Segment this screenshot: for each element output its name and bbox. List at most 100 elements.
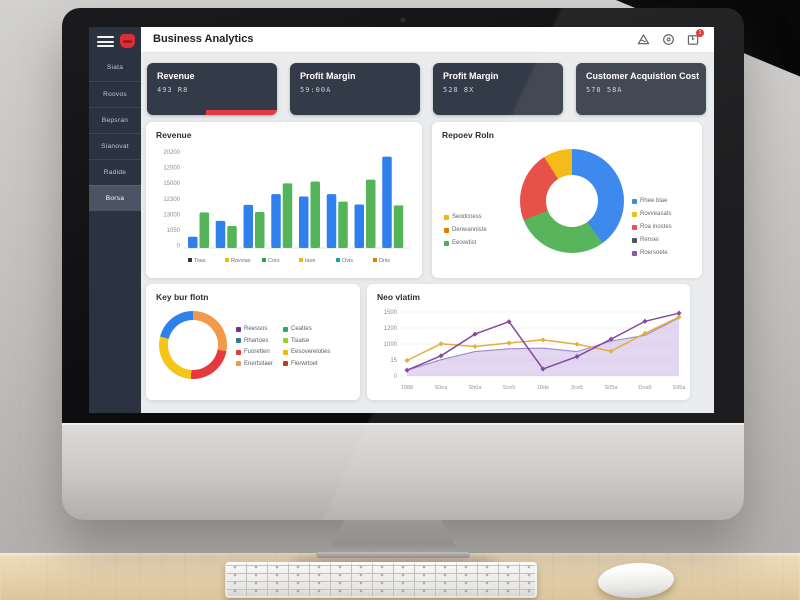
legend-label: Roersoete <box>640 250 668 256</box>
donut-hole <box>546 175 598 227</box>
legend-label: Rhee blae <box>640 198 668 204</box>
legend-label: Fierwrtoet <box>291 360 318 367</box>
svg-text:0: 0 <box>177 244 181 250</box>
donut-legend-right-item-1: Rovveasats <box>632 211 672 217</box>
kpi-accent-bar <box>205 110 277 115</box>
kpi-label: Revenue <box>157 71 195 81</box>
monitor-stand-foot <box>316 552 470 558</box>
legend-label: Seodcness <box>452 214 482 220</box>
notification-icon[interactable]: 1 <box>687 29 704 46</box>
monitor: Siata Roovos Bepsran Sianovat Radide Borsa Bu… <box>62 8 744 520</box>
svg-text:12300: 12300 <box>163 197 180 203</box>
donut-legend-right-item-3: Rensei <box>632 237 672 243</box>
chart-title: Key bur flotn <box>156 292 209 302</box>
sidebar-item-3[interactable]: Sianovat <box>89 133 141 159</box>
revenue-bar-chart-card: Revenue 20200 12000 15000 12300 13000 1050 0 To… <box>146 122 422 278</box>
ring-legend-col0-item-1: Rhartoes <box>236 338 273 344</box>
alert-triangle-icon[interactable] <box>637 33 650 46</box>
legend-marker <box>444 240 449 246</box>
svg-text:0: 0 <box>394 374 398 380</box>
legend-label: Rovveasats <box>640 211 672 217</box>
ring-legend-col0-item-2: Fuoretten <box>236 349 273 355</box>
kpi-card-3: Customer Acquistion Cost 578 58A <box>576 63 706 115</box>
ring-hole <box>168 320 218 370</box>
ring-legend-col0-item-0: Reessos <box>236 326 273 332</box>
report-donut-chart-card: Repoev Roln Seodcness Denwanniste Eeowdist… <box>432 122 702 278</box>
legend-marker <box>632 198 637 204</box>
kpi-value: 59:00A <box>300 86 332 94</box>
svg-text:S05a: S05a <box>605 385 619 391</box>
legend-marker <box>236 326 241 332</box>
ring-legend-col1-item-0: Ceattes <box>283 326 330 332</box>
page-title: Business Analytics <box>153 33 254 45</box>
svg-text:1200: 1200 <box>384 326 398 332</box>
sidebar-menu: Siata Roovos Bepsran Sianovat Radide Borsa <box>89 55 141 211</box>
svg-text:Dnis: Dnis <box>379 258 390 264</box>
svg-text:Ovis: Ovis <box>342 258 353 264</box>
legend-marker <box>236 349 241 355</box>
webcam-dot <box>401 18 405 22</box>
svg-text:20200: 20200 <box>163 150 180 156</box>
ring-chart <box>159 311 227 379</box>
kpi-label: Customer Acquistion Cost <box>586 71 700 81</box>
svg-text:1050: 1050 <box>167 228 181 234</box>
sidebar-item-4[interactable]: Radide <box>89 159 141 185</box>
sidebar-item-1[interactable]: Roovos <box>89 81 141 107</box>
sidebar-item-0[interactable]: Siata <box>106 64 124 71</box>
legend-label: Enertsitaer <box>244 360 274 367</box>
legend-marker <box>236 338 241 343</box>
svg-text:1000: 1000 <box>384 342 398 348</box>
svg-text:Dna5: Dna5 <box>638 385 651 391</box>
svg-text:1500: 1500 <box>384 310 398 316</box>
svg-text:Iave: Iave <box>305 258 315 264</box>
chart-title: Repoev Roln <box>442 130 494 140</box>
donut-legend-right-item-4: Roersoete <box>632 250 672 256</box>
ring-legend-col-0: Reessos Rhartoes Fuoretten Enertsitaer <box>236 326 273 372</box>
legend-label: Eesovereloties <box>291 349 331 355</box>
ring-legend: Reessos Rhartoes Fuoretten Enertsitaer Ceatt… <box>236 326 330 372</box>
legend-label: Rensei <box>640 237 659 243</box>
legend-marker <box>283 361 289 366</box>
donut-legend-left-item-1: Denwanniste <box>444 227 487 233</box>
menu-icon[interactable] <box>97 36 114 47</box>
legend-label: Eeowdist <box>452 240 477 246</box>
svg-text:Cors: Cors <box>268 258 280 264</box>
sidebar-item-5[interactable]: Borsa <box>89 185 141 211</box>
svg-text:Sh0a: Sh0a <box>469 385 483 391</box>
svg-text:Rovvias: Rovvias <box>231 258 251 264</box>
ring-legend-col1-item-3: Fierwrtoet <box>283 361 330 367</box>
kpi-card-2: Profit Margin 528 8X <box>433 63 563 115</box>
legend-marker <box>283 326 289 332</box>
legend-label: Fuoretten <box>244 349 270 355</box>
kpi-value: 578 58A <box>586 86 623 94</box>
svg-text:18de: 18de <box>537 385 549 391</box>
chart-title: Neo vlatim <box>377 292 420 302</box>
sidebar: Siata Roovos Bepsran Sianovat Radide Borsa <box>89 27 141 413</box>
dashboard-main: Revenue 493 R8 Profit Margin 59:00A Profit M… <box>141 53 714 413</box>
target-icon[interactable] <box>662 33 675 46</box>
svg-text:1988: 1988 <box>401 385 413 391</box>
dashboard-screen: Siata Roovos Bepsran Sianovat Radide Borsa Bu… <box>89 27 714 413</box>
svg-text:12000: 12000 <box>163 166 180 172</box>
legend-marker <box>236 361 241 366</box>
sidebar-top <box>89 27 141 55</box>
key-metrics-ring-chart-card: Key bur flotn Reessos Rhartoes Fuoretten En… <box>146 284 360 400</box>
sidebar-item-2[interactable]: Bepsran <box>89 107 141 133</box>
ring-legend-col0-item-3: Enertsitaer <box>236 361 273 367</box>
svg-text:Sce5: Sce5 <box>503 385 516 391</box>
legend-marker <box>632 224 637 230</box>
ring-legend-col1-item-1: Tsialse <box>283 338 330 344</box>
legend-label: Denwanniste <box>452 227 487 233</box>
stand-shadow <box>290 556 500 566</box>
legend-label: Tsialse <box>291 337 310 344</box>
donut-legend-right: Rhee blae Rovveasats Roa inostes Rensei Roer… <box>632 198 672 263</box>
legend-marker <box>632 211 637 217</box>
svg-text:S95a: S95a <box>673 385 686 391</box>
legend-label: Reessos <box>244 326 268 332</box>
legend-marker <box>283 338 289 343</box>
kpi-card-0: Revenue 493 R8 <box>147 63 277 115</box>
monitor-stand <box>325 516 461 556</box>
donut-legend-right-item-2: Roa inostes <box>632 224 672 230</box>
